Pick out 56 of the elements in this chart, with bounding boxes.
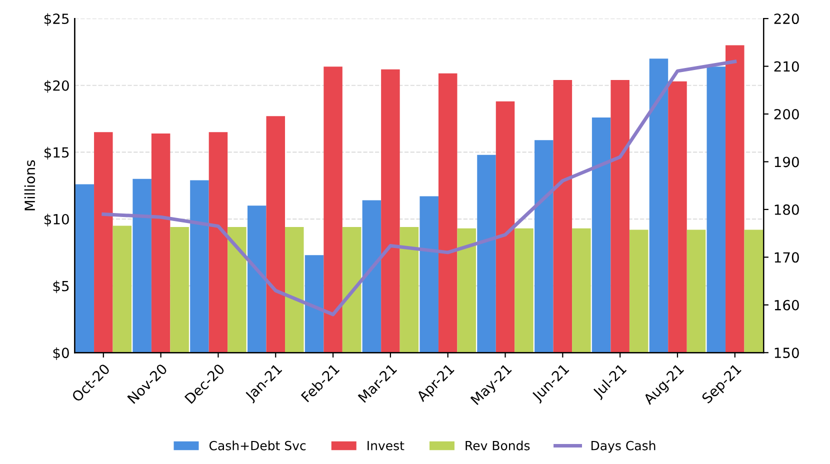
bar (726, 45, 744, 353)
bar (304, 255, 324, 353)
bar (324, 66, 342, 353)
bar (514, 228, 534, 353)
y-tick-label: $25 (44, 13, 69, 26)
legend-label: Cash+Debt Svc (209, 440, 306, 450)
bar (362, 200, 382, 353)
bar (112, 226, 132, 353)
line-series (102, 60, 737, 316)
bar (381, 69, 400, 353)
bar (151, 133, 170, 353)
y2-tick-label: 200 (774, 108, 799, 120)
bar (266, 116, 286, 353)
bar (496, 101, 515, 353)
bar (534, 140, 554, 353)
bar (592, 117, 611, 353)
bar (744, 230, 764, 353)
y2-tick-label: 210 (774, 61, 799, 72)
bar (208, 132, 228, 353)
y2-tick-label: 220 (774, 14, 799, 24)
bar (477, 154, 496, 353)
y-tick-label: $0 (53, 347, 69, 360)
bar (228, 227, 246, 353)
y2-tick-label: 150 (774, 348, 799, 358)
bar (553, 80, 572, 353)
bar (686, 230, 706, 353)
bar (285, 227, 304, 353)
y-tick-label: $15 (44, 146, 69, 160)
legend-label: Rev Bonds (466, 440, 530, 450)
y-tick-label: $5 (53, 280, 69, 294)
legend-label: Days Cash (591, 440, 656, 453)
bar (75, 184, 94, 353)
bar (420, 196, 438, 353)
y2-tick-label: 180 (774, 204, 799, 215)
bar (132, 178, 152, 353)
bar (170, 227, 189, 353)
legend-label: Invest (368, 441, 404, 450)
bar (706, 66, 726, 353)
y2-tick-label: 190 (774, 156, 799, 168)
bar (668, 81, 687, 353)
y-axis-title: Millions (24, 160, 36, 210)
y2-tick-label: 170 (774, 252, 799, 263)
bar (457, 228, 476, 353)
bar (649, 58, 668, 353)
y2-tick-label: 160 (774, 300, 799, 310)
bar (400, 227, 419, 353)
y-tick-label: $20 (44, 80, 69, 93)
y-tick-label: $10 (44, 214, 69, 226)
bar (190, 180, 209, 353)
bar (629, 230, 648, 353)
bar (610, 80, 630, 353)
bar (94, 132, 113, 353)
bar (342, 227, 362, 353)
bar (438, 73, 458, 353)
bar (248, 206, 266, 353)
bar (572, 228, 591, 353)
